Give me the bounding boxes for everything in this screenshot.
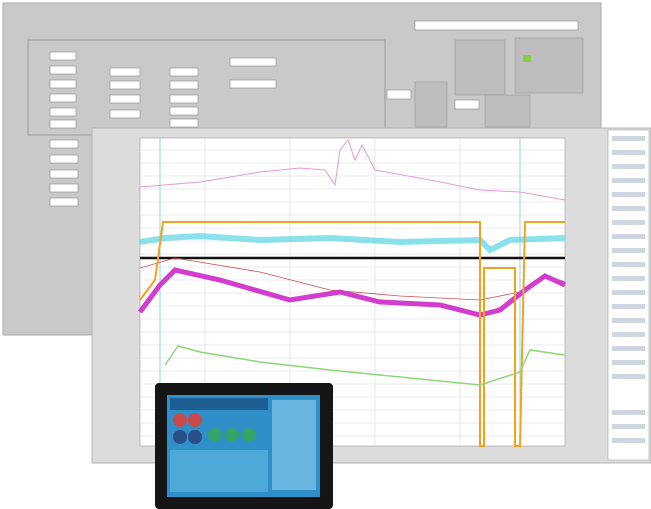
field: [50, 155, 78, 163]
legend-row: [612, 220, 645, 225]
field: [110, 68, 140, 76]
field: [50, 120, 76, 128]
field: [50, 198, 78, 206]
sub-panel: [455, 40, 505, 95]
field: [50, 170, 78, 178]
legend-row: [612, 438, 645, 443]
field: [50, 66, 76, 74]
legend-row: [612, 304, 645, 309]
sub-panel: [485, 95, 530, 127]
field: [230, 58, 276, 66]
legend-row: [612, 178, 645, 183]
field: [415, 21, 578, 30]
legend-row: [612, 262, 645, 267]
field: [170, 119, 198, 127]
field: [387, 90, 411, 99]
legend-row: [612, 234, 645, 239]
screen-button: [173, 413, 187, 427]
indicator: [523, 55, 531, 62]
field: [50, 140, 78, 148]
field: [230, 80, 276, 88]
legend-row: [612, 332, 645, 337]
legend-row: [612, 136, 645, 141]
legend-row: [612, 150, 645, 155]
screen-panel: [170, 450, 268, 492]
field: [110, 81, 140, 89]
screen-button: [242, 428, 256, 442]
legend-row: [612, 360, 645, 365]
field: [50, 52, 76, 60]
legend-row: [612, 206, 645, 211]
legend-row: [612, 276, 645, 281]
field: [50, 108, 76, 116]
legend-row: [612, 290, 645, 295]
field: [170, 95, 198, 103]
screen-button: [225, 428, 239, 442]
sub-panel: [515, 38, 583, 93]
field: [110, 95, 140, 103]
screen-panel: [272, 400, 316, 490]
screen-button: [188, 430, 202, 444]
sub-panel: [415, 82, 447, 127]
field: [50, 94, 76, 102]
field: [170, 68, 198, 76]
field: [50, 184, 78, 192]
field: [170, 107, 198, 115]
legend-row: [612, 424, 645, 429]
legend-row: [612, 248, 645, 253]
field: [50, 80, 76, 88]
field: [170, 81, 198, 89]
screen-button: [188, 413, 202, 427]
screen-button: [208, 428, 222, 442]
screen-button: [173, 430, 187, 444]
legend-row: [612, 318, 645, 323]
legend-row: [612, 410, 645, 415]
screen-header: [170, 398, 268, 410]
field: [455, 100, 479, 109]
tablet: [155, 383, 333, 509]
legend-row: [612, 192, 645, 197]
field: [110, 110, 140, 118]
legend-row: [612, 164, 645, 169]
legend-row: [612, 346, 645, 351]
collage: [0, 0, 651, 509]
legend-row: [612, 374, 645, 379]
